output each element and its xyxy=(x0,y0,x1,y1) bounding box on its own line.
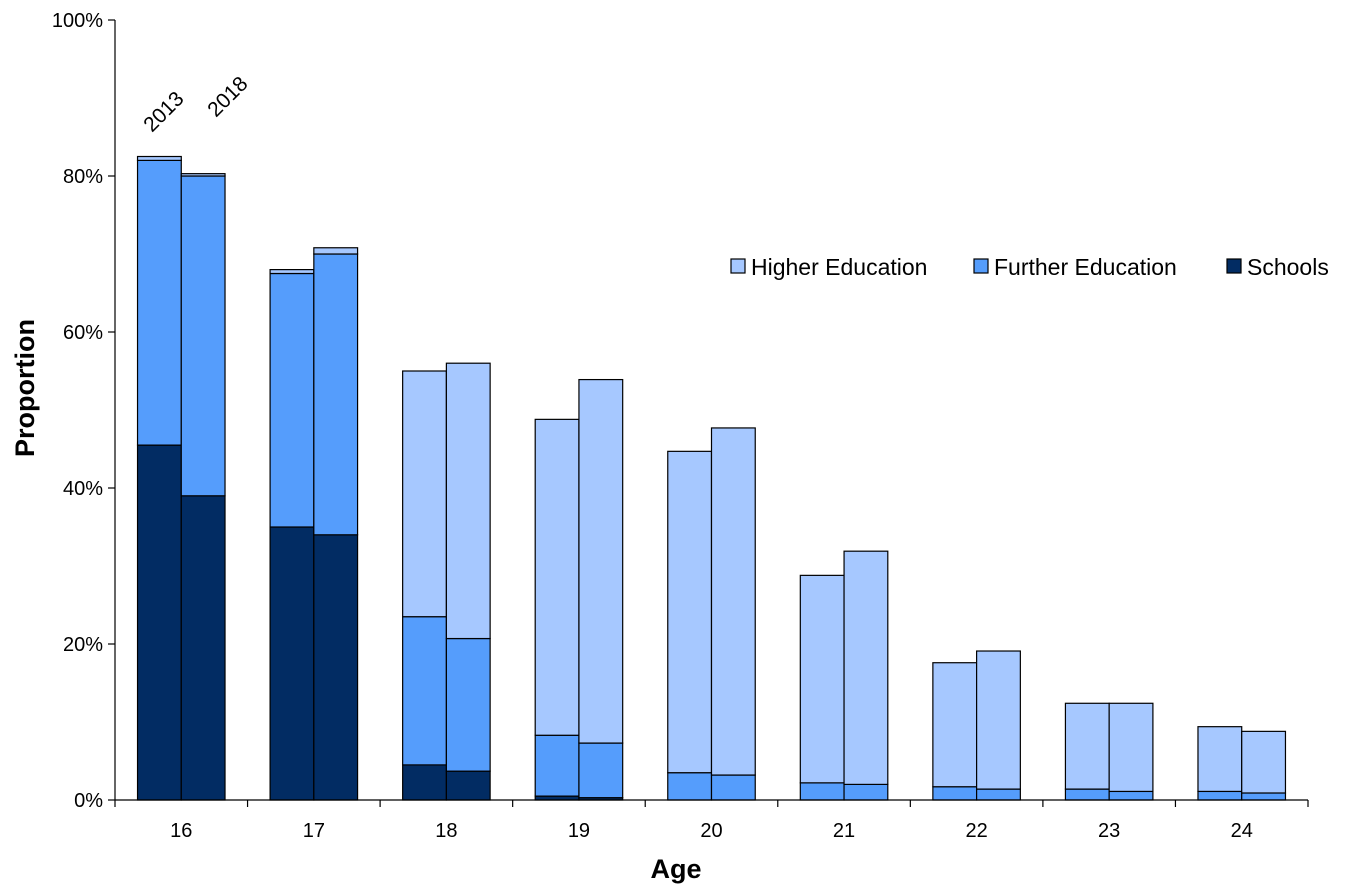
bar-schools-age-18-2013 xyxy=(402,764,447,801)
x-axis: 16 17 18 19 20 21 22 23 24 xyxy=(114,799,1309,842)
bar-higher-education-age-22-2018 xyxy=(976,650,1021,790)
bar-schools-age-18-2018 xyxy=(445,770,491,801)
bar-further-education-age-21-2013 xyxy=(799,782,845,801)
bar-higher-education-age-16-2013 xyxy=(136,155,182,162)
y-tick-label: 80% xyxy=(63,166,103,188)
legend-swatch-higher-education xyxy=(730,258,746,274)
bar-further-education-age-17-2018 xyxy=(313,253,359,536)
bar-further-education-age-20-2013 xyxy=(667,772,713,801)
bar-further-education-age-22-2013 xyxy=(932,786,978,801)
x-tick-label: 19 xyxy=(568,820,590,842)
bar-higher-education-age-19-2013 xyxy=(534,418,580,736)
bar-higher-education-age-21-2018 xyxy=(843,550,889,785)
bar-schools-age-16-2018 xyxy=(180,495,226,801)
legend-label-schools: Schools xyxy=(1247,254,1329,280)
bar-higher-education-age-19-2018 xyxy=(578,378,624,744)
bar-schools-age-17-2013 xyxy=(269,526,315,801)
x-tick-label: 20 xyxy=(700,820,722,842)
bar-higher-education-age-24-2018 xyxy=(1241,730,1287,794)
bar-higher-education-age-21-2013 xyxy=(799,574,845,784)
bar-higher-education-age-17-2018 xyxy=(313,247,359,255)
bar-higher-education-age-17-2013 xyxy=(269,269,315,275)
bar-further-education-age-21-2018 xyxy=(843,783,889,801)
year-annotation-2013: 2013 xyxy=(139,87,188,136)
x-axis-title: Age xyxy=(650,854,701,884)
x-tick-label: 16 xyxy=(170,820,192,842)
legend-swatch-further-education xyxy=(973,258,989,274)
year-annotation-2018: 2018 xyxy=(203,72,252,121)
y-axis: 0% 20% 40% 60% 80% 100% xyxy=(52,10,116,812)
bar-further-education-age-18-2018 xyxy=(445,637,491,772)
bar-further-education-age-24-2018 xyxy=(1241,792,1287,801)
bar-schools-age-16-2013 xyxy=(136,444,182,801)
y-tick-label: 60% xyxy=(63,322,103,344)
bar-further-education-age-23-2013 xyxy=(1064,788,1110,801)
bar-higher-education-age-20-2018 xyxy=(710,427,756,776)
y-tick-label: 40% xyxy=(63,478,103,500)
x-tick-label: 21 xyxy=(833,820,855,842)
bar-further-education-age-23-2018 xyxy=(1108,790,1154,801)
y-tick-label: 0% xyxy=(74,790,103,812)
bar-further-education-age-24-2013 xyxy=(1197,790,1243,801)
legend-label-further-education: Further Education xyxy=(994,254,1177,280)
bar-higher-education-age-23-2013 xyxy=(1064,702,1110,790)
x-tick-label: 24 xyxy=(1231,820,1253,842)
bar-further-education-age-17-2013 xyxy=(269,272,315,528)
bar-schools-age-17-2018 xyxy=(313,534,359,801)
bars-group xyxy=(136,155,1287,801)
bar-further-education-age-19-2013 xyxy=(534,734,580,797)
bar-higher-education-age-23-2018 xyxy=(1108,702,1154,793)
y-tick-label: 100% xyxy=(52,10,103,32)
bar-further-education-age-19-2018 xyxy=(578,742,624,799)
bar-higher-education-age-22-2013 xyxy=(932,662,978,788)
bar-higher-education-age-18-2018 xyxy=(445,362,491,640)
bar-further-education-age-20-2018 xyxy=(710,774,756,801)
bar-further-education-age-16-2018 xyxy=(180,175,226,497)
legend: Higher Education Further Education Schoo… xyxy=(730,254,1329,280)
legend-label-higher-education: Higher Education xyxy=(751,254,927,280)
bar-higher-education-age-16-2018 xyxy=(180,173,226,177)
y-tick-label: 20% xyxy=(63,634,103,656)
x-tick-label: 18 xyxy=(435,820,457,842)
bar-higher-education-age-24-2013 xyxy=(1197,726,1243,793)
y-axis-title: Proportion xyxy=(10,319,40,457)
bar-higher-education-age-20-2013 xyxy=(667,450,713,774)
bar-further-education-age-18-2013 xyxy=(402,616,447,766)
x-tick-label: 17 xyxy=(303,820,325,842)
x-tick-label: 23 xyxy=(1098,820,1120,842)
bar-higher-education-age-18-2013 xyxy=(402,370,447,618)
bar-further-education-age-22-2018 xyxy=(976,788,1021,801)
bar-further-education-age-16-2013 xyxy=(136,159,182,446)
x-tick-label: 22 xyxy=(965,820,987,842)
legend-swatch-schools xyxy=(1226,258,1242,274)
